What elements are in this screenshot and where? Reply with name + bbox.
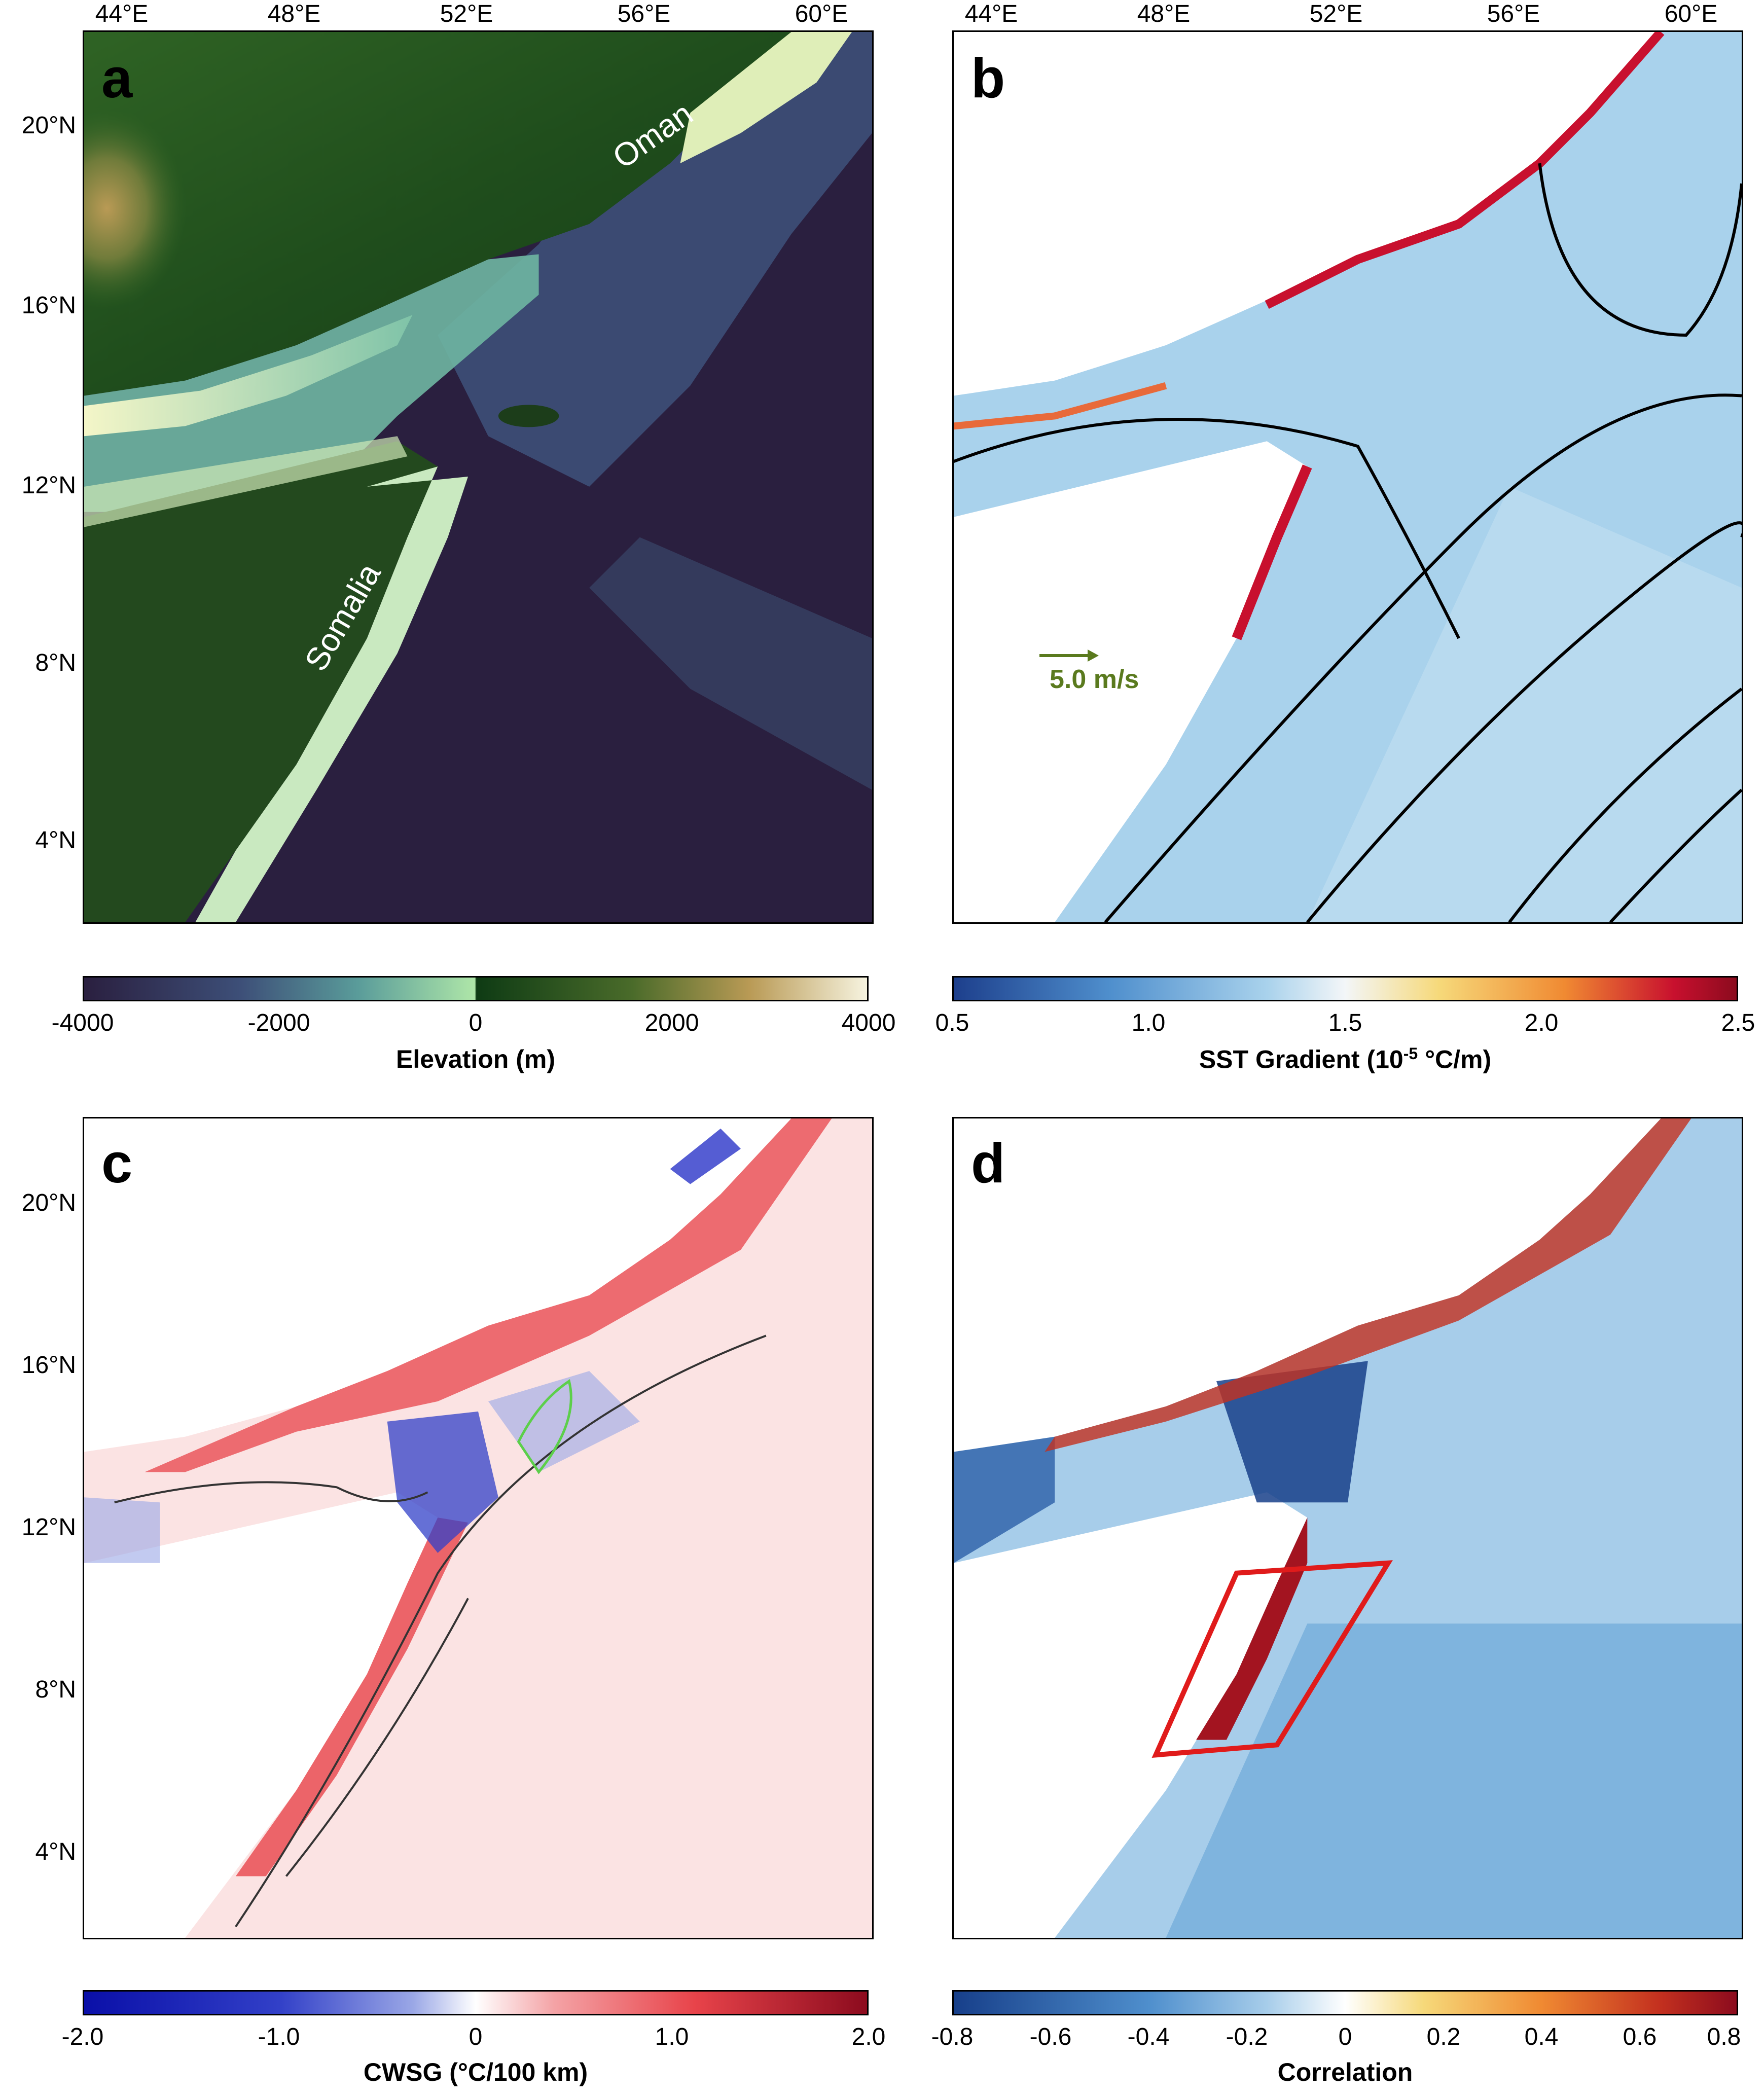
colorbar-cwsg xyxy=(83,1990,869,2015)
colorbar-elevation xyxy=(83,976,869,1001)
lon-tick-a-52: 52°E xyxy=(440,1,493,27)
lon-tick-b-44: 44°E xyxy=(964,1,1018,27)
correlation-map-graphic xyxy=(954,1118,1742,1938)
colorbar-c-tick-0: -2.0 xyxy=(61,2024,104,2050)
colorbar-d-tick-2: -0.4 xyxy=(1127,2024,1170,2050)
colorbar-c-tick-2: 0 xyxy=(469,2024,483,2050)
lon-tick-a-48: 48°E xyxy=(267,1,321,27)
lat-tick-c-20: 20°N xyxy=(21,1189,76,1216)
colorbar-a-tick-3: 2000 xyxy=(644,1009,699,1036)
lon-tick-a-56: 56°E xyxy=(617,1,671,27)
colorbar-correlation xyxy=(952,1990,1738,2015)
colorbar-b-tick-4: 2.5 xyxy=(1721,1009,1755,1036)
colorbar-a-tick-1: -2000 xyxy=(247,1009,310,1036)
panel-a-label: a xyxy=(101,47,133,110)
lat-tick-a-16: 16°N xyxy=(21,292,76,319)
colorbar-sst-gradient xyxy=(952,976,1738,1001)
panel-b-label: b xyxy=(971,47,1005,110)
colorbar-d-title: Correlation xyxy=(1277,2058,1413,2086)
panel-d-label: d xyxy=(971,1132,1005,1195)
panel-a-elevation-map xyxy=(83,30,874,924)
lat-tick-c-16: 16°N xyxy=(21,1352,76,1379)
sst-gradient-map-graphic xyxy=(954,32,1742,922)
colorbar-c-tick-3: 1.0 xyxy=(655,2024,689,2050)
lon-tick-a-60: 60°E xyxy=(795,1,848,27)
panel-d-correlation-map xyxy=(952,1117,1743,1939)
colorbar-a-tick-2: 0 xyxy=(469,1009,483,1036)
colorbar-b-tick-0: 0.5 xyxy=(935,1009,969,1036)
colorbar-a-tick-4: 4000 xyxy=(841,1009,896,1036)
lat-tick-a-4: 4°N xyxy=(35,827,76,854)
colorbar-b-title: SST Gradient (10-5 °C/m) xyxy=(1199,1044,1492,1074)
lat-tick-a-20: 20°N xyxy=(21,112,76,139)
colorbar-d-tick-4: 0 xyxy=(1338,2024,1352,2050)
panel-c-cwsg-map xyxy=(83,1117,874,1939)
colorbar-d-tick-1: -0.6 xyxy=(1029,2024,1072,2050)
lon-tick-a-44: 44°E xyxy=(95,1,149,27)
cwsg-map-graphic xyxy=(84,1118,872,1938)
lat-tick-a-8: 8°N xyxy=(35,649,76,676)
colorbar-b-tick-2: 1.5 xyxy=(1328,1009,1362,1036)
colorbar-d-tick-8: 0.8 xyxy=(1707,2024,1741,2050)
panel-c-label: c xyxy=(101,1132,133,1195)
wind-scale-arrow-icon xyxy=(1039,654,1090,657)
lat-tick-c-8: 8°N xyxy=(35,1676,76,1703)
colorbar-d-tick-3: -0.2 xyxy=(1226,2024,1268,2050)
lon-tick-b-52: 52°E xyxy=(1309,1,1363,27)
lat-tick-c-12: 12°N xyxy=(21,1514,76,1541)
colorbar-c-tick-1: -1.0 xyxy=(258,2024,300,2050)
lon-tick-b-48: 48°E xyxy=(1137,1,1191,27)
wind-scale-arrowhead-icon xyxy=(1088,649,1099,662)
elevation-map-graphic xyxy=(84,32,872,922)
colorbar-d-tick-5: 0.2 xyxy=(1426,2024,1461,2050)
colorbar-b-tick-3: 2.0 xyxy=(1524,1009,1559,1036)
colorbar-d-tick-6: 0.4 xyxy=(1524,2024,1559,2050)
colorbar-c-tick-4: 2.0 xyxy=(851,2024,886,2050)
wind-scale-label: 5.0 m/s xyxy=(1050,665,1139,694)
colorbar-d-tick-0: -0.8 xyxy=(931,2024,974,2050)
colorbar-a-title: Elevation (m) xyxy=(396,1045,555,1073)
lat-tick-c-4: 4°N xyxy=(35,1838,76,1865)
panel-b-sst-gradient-map xyxy=(952,30,1743,924)
lat-tick-a-12: 12°N xyxy=(21,472,76,499)
lon-tick-b-60: 60°E xyxy=(1664,1,1718,27)
colorbar-a-tick-0: -4000 xyxy=(51,1009,114,1036)
colorbar-d-tick-7: 0.6 xyxy=(1623,2024,1657,2050)
lon-tick-b-56: 56°E xyxy=(1487,1,1540,27)
colorbar-b-tick-1: 1.0 xyxy=(1131,1009,1166,1036)
colorbar-c-title: CWSG (°C/100 km) xyxy=(363,2058,588,2086)
